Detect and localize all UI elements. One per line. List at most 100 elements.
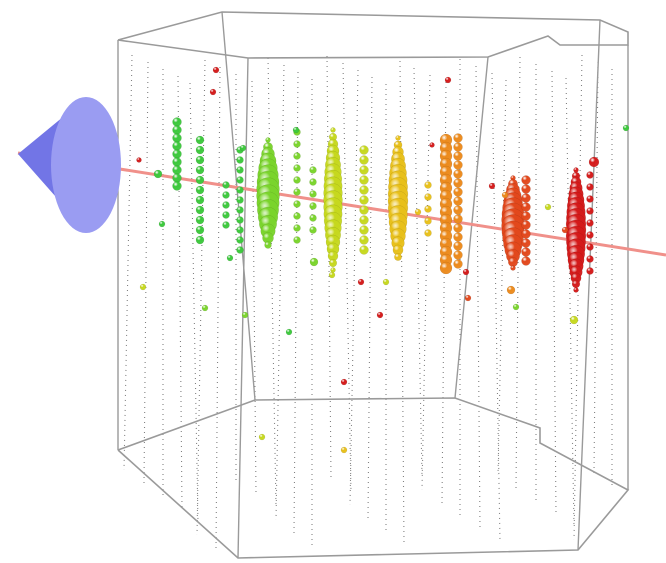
detector-outline — [117, 11, 630, 559]
hit-sphere — [586, 195, 594, 203]
detector-string — [251, 80, 257, 495]
hit-sphere — [226, 254, 234, 262]
hit-sphere — [330, 127, 336, 133]
detector-strings — [123, 54, 613, 549]
hit-sphere — [172, 125, 182, 135]
hit-sphere — [439, 261, 453, 275]
hit-sphere — [309, 257, 319, 267]
hit-sphere — [328, 258, 338, 268]
hit-sphere — [172, 117, 182, 127]
hit-sphere — [293, 164, 301, 172]
hit-sphere — [236, 196, 244, 204]
hit-sphere — [236, 216, 244, 224]
hit-sphere — [453, 178, 463, 188]
hit-sphere — [239, 144, 247, 152]
hit-sphere — [236, 246, 244, 254]
hit-sphere — [586, 243, 594, 251]
light-cone-icon — [18, 97, 121, 233]
detector-string — [293, 71, 299, 534]
hit-sphere — [488, 182, 496, 190]
hit-sphere — [424, 193, 432, 201]
edge-line — [454, 56, 489, 399]
detector-string — [177, 75, 183, 510]
hit-sphere — [462, 268, 470, 276]
hit-sphere — [429, 142, 435, 148]
detector-string — [475, 65, 481, 530]
hit-sphere — [136, 157, 142, 163]
hit-sphere — [195, 185, 205, 195]
hit-sphere — [359, 205, 369, 215]
hit-sphere — [586, 267, 594, 275]
hit-sphere — [222, 211, 230, 219]
hit-sphere — [571, 279, 581, 289]
hit-sphere — [264, 241, 272, 249]
hit-sphere — [444, 76, 452, 84]
detector-string — [491, 72, 501, 543]
hit-sphere — [521, 202, 531, 212]
hit-sphere — [236, 166, 244, 174]
detector-string — [123, 54, 133, 471]
hit-sphere — [512, 303, 520, 311]
detector-string — [143, 61, 149, 484]
detector-string — [593, 61, 599, 474]
hit-sphere — [265, 137, 271, 143]
hit-sphere — [424, 217, 432, 225]
hit-sphere — [172, 133, 182, 143]
hit-sphere — [573, 167, 579, 173]
hit-sphere — [359, 215, 369, 225]
hit-sphere — [588, 156, 600, 168]
hit-sphere — [453, 160, 463, 170]
hit-sphere — [195, 145, 205, 155]
hit-sphere — [293, 176, 301, 184]
detector-string — [515, 56, 521, 489]
hit-sphere — [195, 195, 205, 205]
detector-string — [326, 55, 332, 480]
hit-sphere — [195, 135, 205, 145]
hit-sphere — [359, 155, 369, 165]
hit-sphere — [573, 287, 579, 293]
hit-sphere — [359, 185, 369, 195]
hit-sphere — [293, 140, 301, 148]
hit-sphere — [561, 226, 569, 234]
hit-sphere — [222, 191, 230, 199]
hit-sphere — [521, 229, 531, 239]
hit-sphere — [309, 178, 317, 186]
edge-line — [237, 57, 249, 559]
hit-sphere — [292, 126, 300, 134]
hit-sphere — [453, 196, 463, 206]
hit-sphere — [506, 285, 516, 295]
hit-sphere — [139, 283, 147, 291]
hit-sphere — [453, 133, 463, 143]
hit-sphere — [195, 215, 205, 225]
hit-sphere — [195, 165, 205, 175]
detector-string — [267, 57, 277, 508]
hit-sphere — [195, 225, 205, 235]
hit-sphere — [236, 176, 244, 184]
hit-sphere — [586, 207, 594, 215]
detector-string — [342, 62, 352, 493]
hit-sphere — [359, 195, 369, 205]
hit-sphere — [382, 278, 390, 286]
hit-sphere — [453, 241, 463, 251]
detector-string — [367, 76, 373, 519]
hit-sphere — [453, 187, 463, 197]
hit-sphere — [359, 225, 369, 235]
hit-sphere — [309, 226, 317, 234]
hit-sphere — [172, 141, 182, 151]
hit-sphere — [328, 271, 336, 279]
edge-line — [577, 19, 601, 551]
hit-sphere — [293, 224, 301, 232]
hit-sphere — [453, 232, 463, 242]
detector-string — [421, 74, 431, 491]
hit-sphere — [241, 311, 249, 319]
hit-sphere — [453, 169, 463, 179]
hit-sphere — [521, 193, 531, 203]
hit-sphere — [586, 171, 594, 179]
hit-sphere — [544, 203, 552, 211]
hit-sphere — [309, 202, 317, 210]
bottom-outline — [117, 397, 630, 559]
hit-sphere — [330, 267, 336, 273]
hit-sphere — [293, 212, 301, 220]
hit-sphere — [212, 66, 220, 74]
